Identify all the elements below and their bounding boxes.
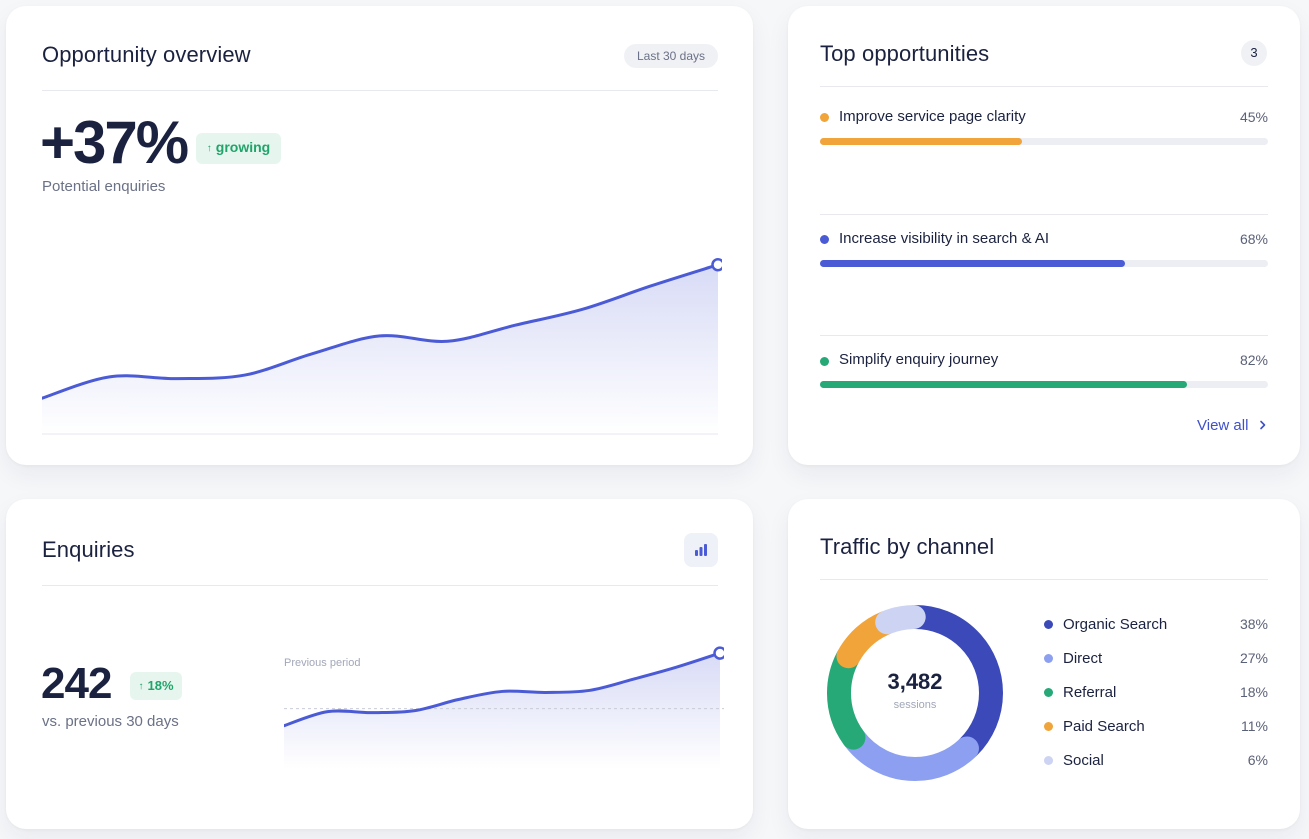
legend-label[interactable]: Social xyxy=(1063,752,1104,769)
opportunity-overview-card: Opportunity overview Last 30 days +37% ↑… xyxy=(6,6,753,465)
divider xyxy=(820,335,1268,336)
donut-slice[interactable] xyxy=(827,605,1003,781)
total-label: sessions xyxy=(893,699,937,711)
overview-value: +37% xyxy=(40,109,189,176)
legend-dot xyxy=(1044,756,1053,765)
card-title: Top opportunities xyxy=(820,41,990,66)
divider xyxy=(42,585,718,586)
opportunity-label[interactable]: Simplify enquiry journey xyxy=(839,351,999,368)
opportunity-dot xyxy=(820,357,829,366)
legend-label[interactable]: Direct xyxy=(1063,650,1103,667)
growing-badge: ↑ growing xyxy=(196,133,281,164)
legend-dot xyxy=(1044,620,1053,629)
view-all-label: View all xyxy=(1197,417,1249,434)
top-opportunities-card: Top opportunities 3 Improve service page… xyxy=(788,6,1300,465)
legend-dot xyxy=(1044,722,1053,731)
progress-fill xyxy=(820,138,1022,145)
traffic-donut-chart xyxy=(827,605,1003,781)
progress-fill xyxy=(820,381,1188,388)
legend-label[interactable]: Referral xyxy=(1063,684,1117,701)
badge-label: growing xyxy=(215,139,271,155)
endpoint-marker[interactable] xyxy=(711,257,723,272)
area-fill xyxy=(284,653,720,769)
previous-period-label: Previous period xyxy=(284,657,361,669)
legend-percent: 6% xyxy=(1247,752,1268,768)
change-badge: ↑ 18% xyxy=(130,672,182,700)
divider xyxy=(820,86,1268,87)
view-all-link[interactable]: View all xyxy=(1197,417,1268,434)
legend-dot xyxy=(1044,688,1053,697)
opportunity-dot xyxy=(820,113,829,122)
progress-track xyxy=(820,138,1268,145)
enquiries-card: Enquiries 242 ↑ 18% vs. previous 30 days … xyxy=(6,499,753,829)
legend-label[interactable]: Organic Search xyxy=(1063,616,1168,633)
donut-slice[interactable] xyxy=(827,605,1003,781)
enquiries-value: 242 xyxy=(41,659,112,708)
opportunity-label[interactable]: Improve service page clarity xyxy=(839,108,1026,125)
opportunity-percent: 82% xyxy=(1239,352,1268,368)
endpoint-marker[interactable] xyxy=(713,646,725,660)
date-range-pill[interactable]: Last 30 days xyxy=(624,44,718,68)
card-title: Opportunity overview xyxy=(42,42,251,67)
progress-track xyxy=(820,260,1268,267)
legend-percent: 11% xyxy=(1241,718,1268,734)
divider xyxy=(820,579,1268,580)
opportunity-percent: 68% xyxy=(1239,231,1268,247)
enquiries-caption: vs. previous 30 days xyxy=(42,713,179,730)
progress-track xyxy=(820,381,1268,388)
badge-label: 18% xyxy=(147,678,174,693)
card-title: Enquiries xyxy=(42,537,135,562)
progress-fill xyxy=(820,260,1125,267)
arrow-up-icon: ↑ xyxy=(206,143,212,154)
overview-caption: Potential enquiries xyxy=(42,178,166,195)
total-sessions: 3,482 xyxy=(887,669,943,694)
count-badge: 3 xyxy=(1241,40,1267,66)
chart-type-button[interactable] xyxy=(684,533,718,567)
donut-slice[interactable] xyxy=(827,605,1003,781)
enquiries-area-chart xyxy=(284,646,725,769)
overview-area-chart xyxy=(42,257,723,435)
divider xyxy=(820,214,1268,215)
traffic-by-channel-card: Traffic by channel 3,482 sessions Organi… xyxy=(788,499,1300,829)
chevron-right-icon xyxy=(1259,420,1265,430)
legend-percent: 27% xyxy=(1239,650,1268,666)
opportunity-percent: 45% xyxy=(1239,109,1268,125)
donut-center: 3,482 sessions xyxy=(865,669,965,711)
card-title: Traffic by channel xyxy=(820,534,995,559)
opportunity-label[interactable]: Increase visibility in search & AI xyxy=(839,230,1050,247)
legend-label[interactable]: Paid Search xyxy=(1063,718,1145,735)
opportunity-dot xyxy=(820,235,829,244)
legend-dot xyxy=(1044,654,1053,663)
divider xyxy=(42,90,718,91)
arrow-up-icon: ↑ xyxy=(138,681,144,692)
legend-percent: 38% xyxy=(1239,616,1268,632)
bar-chart-icon xyxy=(695,544,707,556)
legend-percent: 18% xyxy=(1239,684,1268,700)
area-fill xyxy=(42,264,718,434)
